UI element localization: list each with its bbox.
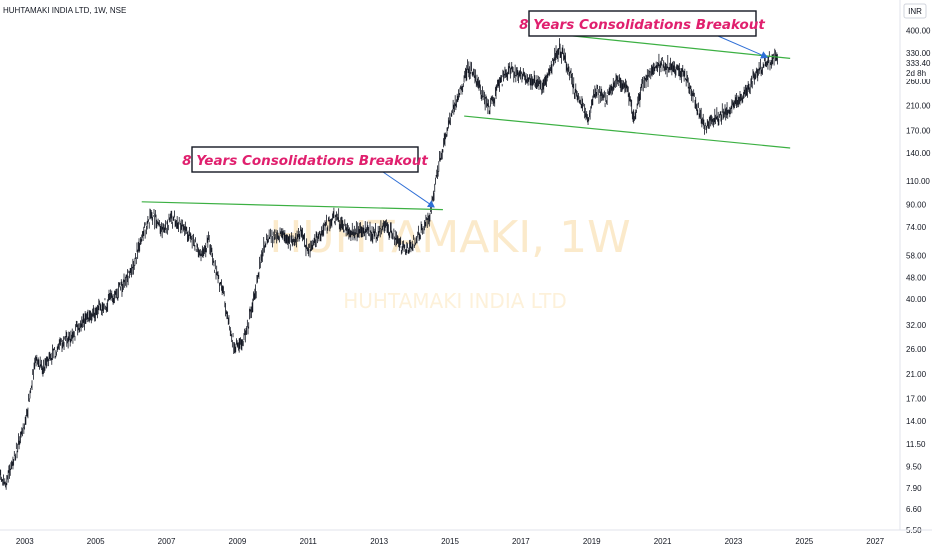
currency-badge[interactable]: INR [903, 3, 927, 19]
time-tick-8: 2019 [583, 537, 601, 546]
time-tick-5: 2013 [370, 537, 388, 546]
price-tick-3: 9.50 [906, 462, 922, 471]
price-tick-8: 26.00 [906, 345, 927, 354]
price-tick-7: 21.00 [906, 370, 927, 379]
trendline-0[interactable] [141, 201, 443, 211]
symbol-title: HUHTAMAKI INDIA LTD, 1W, NSE [3, 6, 126, 15]
price-tick-5: 14.00 [906, 417, 927, 426]
price-tick-9: 32.00 [906, 321, 927, 330]
price-tick-6: 17.00 [906, 395, 927, 404]
watermark-name: HUHTAMAKI INDIA LTD [343, 289, 567, 313]
last-price-tag: 333.40 2d 8h [902, 57, 932, 79]
annotation-text-2: 8 Years Consolidations Breakout [519, 17, 765, 33]
time-tick-11: 2025 [795, 537, 813, 546]
last-price-label: 333.40 [906, 59, 931, 68]
price-tick-15: 110.00 [906, 177, 930, 186]
time-tick-0: 2003 [16, 537, 34, 546]
watermark-ticker: HUHTAMAKI, 1W [269, 212, 630, 263]
annotation-box-2[interactable]: 8 Years Consolidations Breakout [519, 10, 765, 37]
annotation-text-1: 8 Years Consolidations Breakout [182, 153, 428, 169]
time-tick-2: 2007 [158, 537, 176, 546]
time-tick-1: 2005 [87, 537, 105, 546]
annotation-arrow-2 [717, 35, 769, 59]
time-tick-12: 2027 [866, 537, 884, 546]
time-tick-9: 2021 [654, 537, 672, 546]
time-tick-3: 2009 [229, 537, 247, 546]
price-tick-10: 40.00 [906, 295, 927, 304]
price-tick-16: 140.00 [906, 149, 931, 158]
price-tick-11: 48.00 [906, 274, 927, 283]
time-tick-7: 2017 [512, 537, 530, 546]
price-tick-12: 58.00 [906, 252, 927, 261]
price-tick-4: 11.50 [906, 440, 926, 449]
time-tick-10: 2023 [725, 537, 743, 546]
time-tick-6: 2015 [441, 537, 459, 546]
price-tick-2: 7.90 [906, 484, 922, 493]
annotation-box-1[interactable]: 8 Years Consolidations Breakout [182, 146, 428, 173]
trendline-2[interactable] [464, 115, 791, 149]
price-tick-14: 90.00 [906, 200, 927, 209]
countdown-label: 2d 8h [906, 69, 926, 78]
price-tick-19: 260.00 [906, 77, 931, 86]
price-tick-1: 6.60 [906, 505, 922, 514]
price-tick-17: 170.00 [906, 126, 931, 135]
price-tick-18: 210.00 [906, 102, 931, 111]
price-scale[interactable]: 5.506.607.909.5011.5014.0017.0021.0026.0… [906, 27, 931, 535]
price-tick-13: 74.00 [906, 223, 927, 232]
price-tick-20: 330.00 [906, 49, 931, 58]
time-scale[interactable]: 2003 2005 2007 2009 2011 2013 2015 2017 2019 2021… [16, 537, 885, 546]
price-tick-21: 400.00 [906, 27, 931, 36]
arrows-layer [382, 35, 769, 208]
annotation-arrow-1 [382, 171, 435, 208]
trendlines-layer [141, 31, 791, 211]
candles-layer [0, 38, 778, 490]
time-tick-4: 2011 [300, 537, 318, 546]
currency-label: INR [908, 7, 922, 16]
